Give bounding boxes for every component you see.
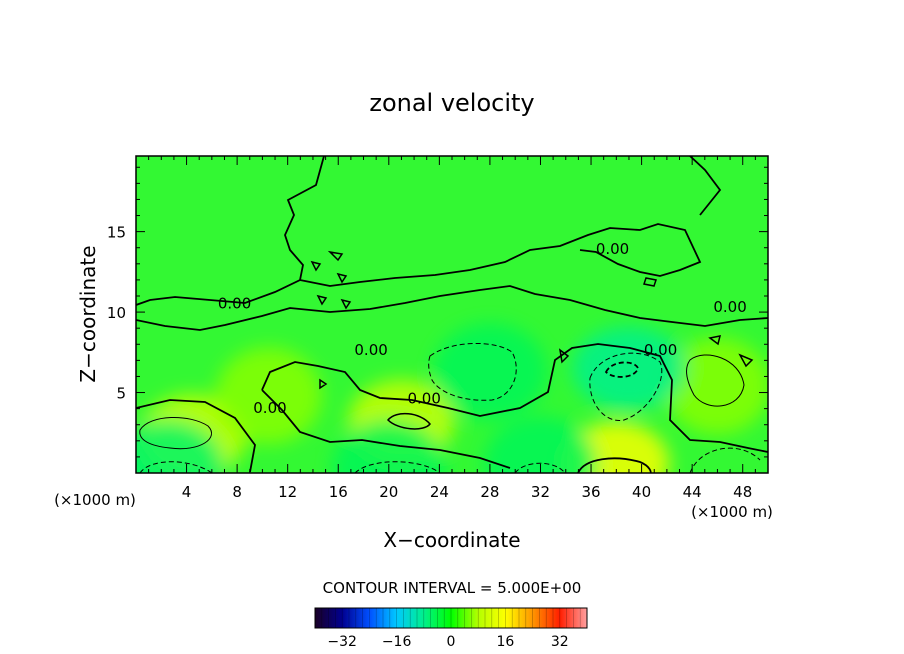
negative-contour-center <box>428 343 517 401</box>
zero-contour-lower <box>136 343 768 473</box>
x-tick-label: 48 <box>733 483 752 501</box>
x-tick-label: 12 <box>278 483 297 501</box>
colorbar-tick-label: 0 <box>447 634 456 650</box>
y-axis-ticks: 5 10 15 <box>107 166 768 458</box>
x-axis-ticks: 4 8 12 16 20 24 28 32 36 40 44 48 <box>148 156 756 501</box>
field-blob-positive <box>664 337 768 435</box>
colorbar-tick-label: 32 <box>551 634 569 650</box>
contour-label: 0.00 <box>253 399 286 417</box>
contour-label: 0.00 <box>354 341 387 359</box>
negative-contour-bottom <box>139 447 761 473</box>
colorbar-tick-label: −16 <box>382 634 412 650</box>
contour-label: 0.00 <box>644 341 677 359</box>
positive-contour-center <box>386 412 431 430</box>
colorbar: −32 −16 0 16 32 <box>314 607 588 650</box>
colorbar-tick-label: 16 <box>496 634 514 650</box>
x-tick-label: 36 <box>581 483 600 501</box>
negative-contour-right <box>589 352 663 421</box>
y-tick-label: 10 <box>107 304 126 322</box>
field-blob-negative <box>483 416 598 473</box>
x-axis-label: X−coordinate <box>383 528 520 552</box>
contour-interval-label: CONTOUR INTERVAL = 5.000E+00 <box>323 579 582 597</box>
y-tick-label: 15 <box>107 224 126 242</box>
field-blob-negative <box>433 323 547 420</box>
x-tick-label: 8 <box>232 483 242 501</box>
zero-contour-upper <box>136 156 722 306</box>
x-tick-label: 40 <box>632 483 651 501</box>
y-tick-label: 5 <box>116 385 126 403</box>
contour-lines <box>136 156 768 473</box>
colorbar-ticks: −32 −16 0 16 32 <box>327 634 568 650</box>
x-tick-label: 24 <box>430 483 449 501</box>
negative-contour-right-inner <box>604 361 639 378</box>
contour-label: 0.00 <box>713 298 746 316</box>
x-tick-label: 32 <box>531 483 550 501</box>
plot-area: 0.000.000.000.000.000.000.00 4 8 12 16 20 24 2… <box>107 155 769 501</box>
x-tick-label: 4 <box>182 483 192 501</box>
positive-contour-bottom <box>577 457 652 473</box>
contour-labels: 0.00 0.00 0.00 0.00 0.00 0.00 0.00 <box>218 240 747 417</box>
chart-title: zonal velocity <box>369 89 534 117</box>
contour-label: 0.00 <box>218 295 251 313</box>
contour-label: 0.00 <box>596 240 629 258</box>
field-blob-negative <box>136 419 225 473</box>
positive-contour-right <box>686 354 745 407</box>
y-axis-label: Z−coordinate <box>76 245 100 382</box>
field-blob-negative <box>572 326 686 411</box>
x-tick-label: 16 <box>329 483 348 501</box>
field-blob-negative <box>331 419 446 473</box>
positive-contour-left <box>139 416 212 450</box>
x-tick-label: 20 <box>379 483 398 501</box>
colorbar-tick-label: −32 <box>327 634 357 650</box>
x-unit-right: (×1000 m) <box>691 503 773 521</box>
contour-label: 0.00 <box>407 389 440 407</box>
colorbar-fill <box>315 608 587 628</box>
zero-contour-middle <box>136 285 768 331</box>
colorbar-stripes <box>321 608 581 628</box>
small-contour-islands <box>310 250 754 390</box>
x-unit-left: (×1000 m) <box>54 491 136 509</box>
x-tick-label: 28 <box>480 483 499 501</box>
field-shading <box>136 323 768 473</box>
x-tick-label: 44 <box>683 483 702 501</box>
colorbar-frame <box>314 607 588 629</box>
